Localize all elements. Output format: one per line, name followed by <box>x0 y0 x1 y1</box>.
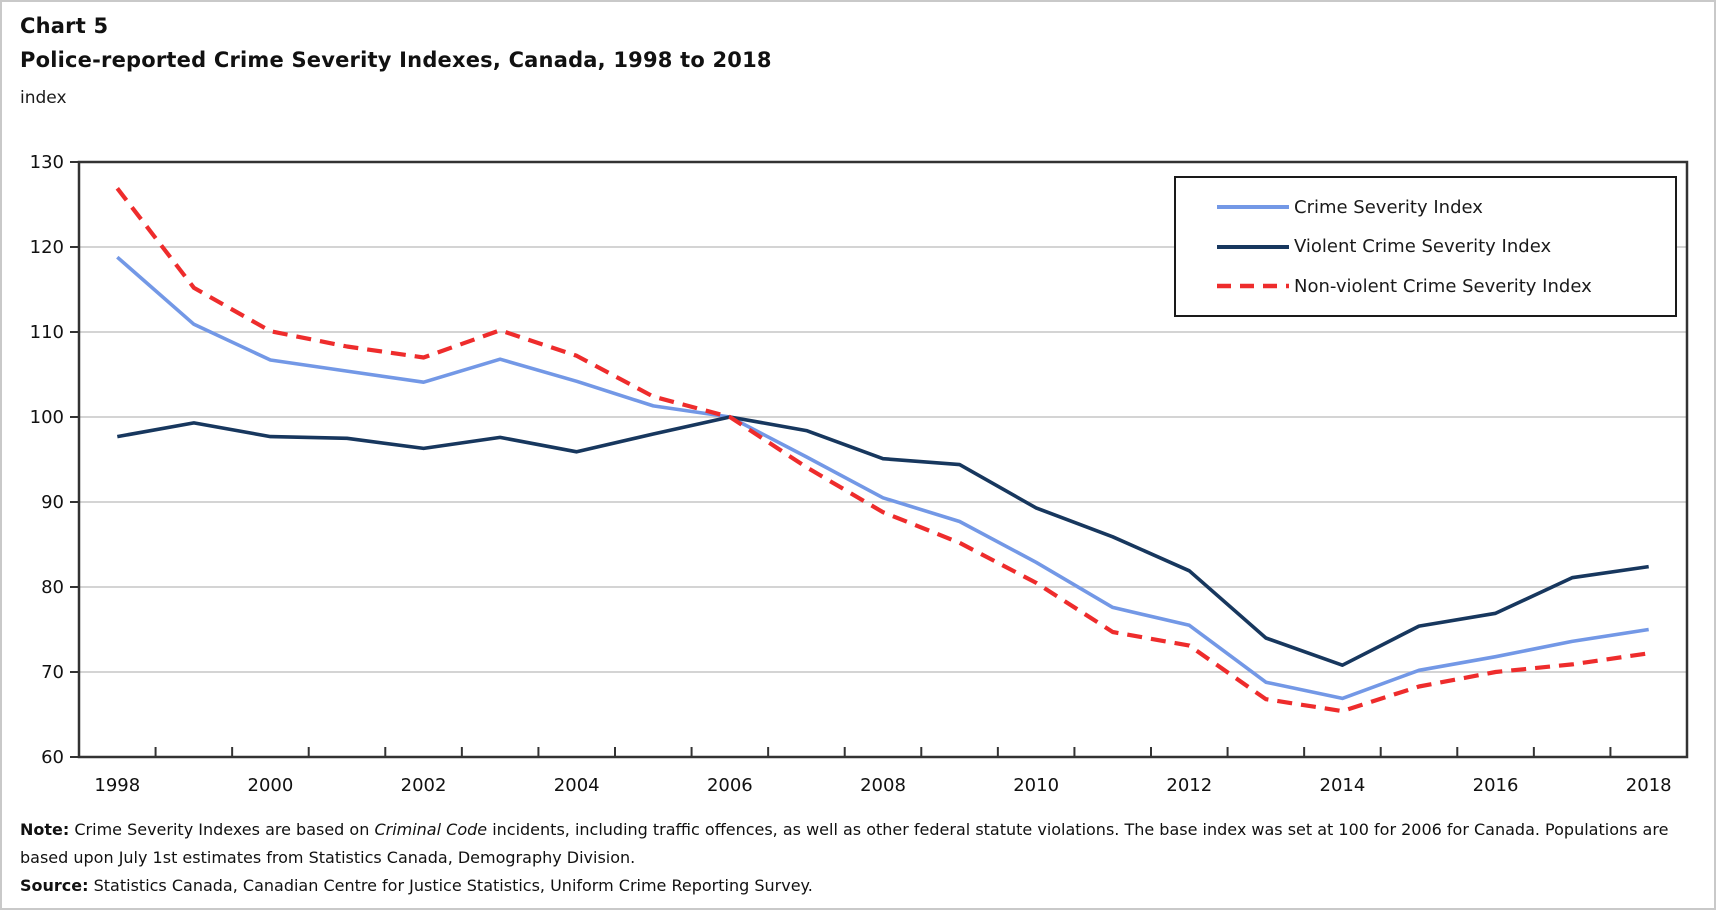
note-italic: Criminal Code <box>374 820 488 839</box>
legend-item-crime-severity-index: Crime Severity Index <box>1214 197 1675 218</box>
svg-text:70: 70 <box>41 662 64 683</box>
legend: Crime Severity Index Violent Crime Sever… <box>1174 176 1677 317</box>
svg-text:2018: 2018 <box>1626 775 1672 796</box>
series-line-0 <box>116 255 1649 701</box>
svg-text:2016: 2016 <box>1473 775 1519 796</box>
svg-text:2000: 2000 <box>248 775 294 796</box>
svg-text:110: 110 <box>30 322 64 343</box>
svg-text:2014: 2014 <box>1320 775 1366 796</box>
svg-text:100: 100 <box>30 407 64 428</box>
svg-text:2010: 2010 <box>1013 775 1059 796</box>
svg-text:2008: 2008 <box>860 775 906 796</box>
legend-line-sample-icon <box>1217 283 1289 289</box>
legend-label: Crime Severity Index <box>1294 196 1483 218</box>
y-axis-unit-label: index <box>20 88 67 108</box>
note-label: Note: <box>20 820 70 839</box>
svg-text:120: 120 <box>30 237 64 258</box>
chart-title: Police-reported Crime Severity Indexes, … <box>20 48 772 72</box>
legend-item-violent-crime-severity-index: Violent Crime Severity Index <box>1214 236 1675 257</box>
svg-text:2006: 2006 <box>707 775 753 796</box>
chart-header: Chart 5 Police-reported Crime Severity I… <box>20 9 772 77</box>
svg-text:2004: 2004 <box>554 775 600 796</box>
series-line-2 <box>115 187 1650 714</box>
svg-text:130: 130 <box>30 152 64 173</box>
note-text: Note: Crime Severity Indexes are based o… <box>20 820 1669 867</box>
svg-text:2002: 2002 <box>401 775 447 796</box>
legend-label: Non-violent Crime Severity Index <box>1294 275 1592 297</box>
legend-line-sample-icon <box>1217 244 1289 249</box>
svg-text:2012: 2012 <box>1166 775 1212 796</box>
legend-line-sample-icon <box>1217 205 1289 209</box>
source-label: Source: <box>20 876 89 895</box>
chart-number: Chart 5 <box>20 14 109 38</box>
legend-item-nonviolent-crime-severity-index: Non-violent Crime Severity Index <box>1214 276 1675 297</box>
svg-text:80: 80 <box>41 577 64 598</box>
svg-text:1998: 1998 <box>94 775 140 796</box>
series-line-1 <box>116 415 1649 668</box>
footnotes: Note: Crime Severity Indexes are based o… <box>20 816 1698 900</box>
legend-label: Violent Crime Severity Index <box>1294 236 1552 257</box>
svg-text:60: 60 <box>41 747 64 768</box>
svg-text:90: 90 <box>41 492 64 513</box>
source-text: Source: Statistics Canada, Canadian Cent… <box>20 876 813 895</box>
